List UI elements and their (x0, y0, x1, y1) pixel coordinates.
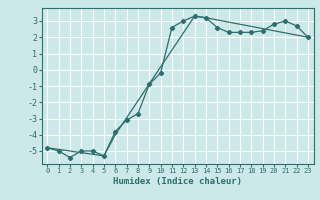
X-axis label: Humidex (Indice chaleur): Humidex (Indice chaleur) (113, 177, 242, 186)
